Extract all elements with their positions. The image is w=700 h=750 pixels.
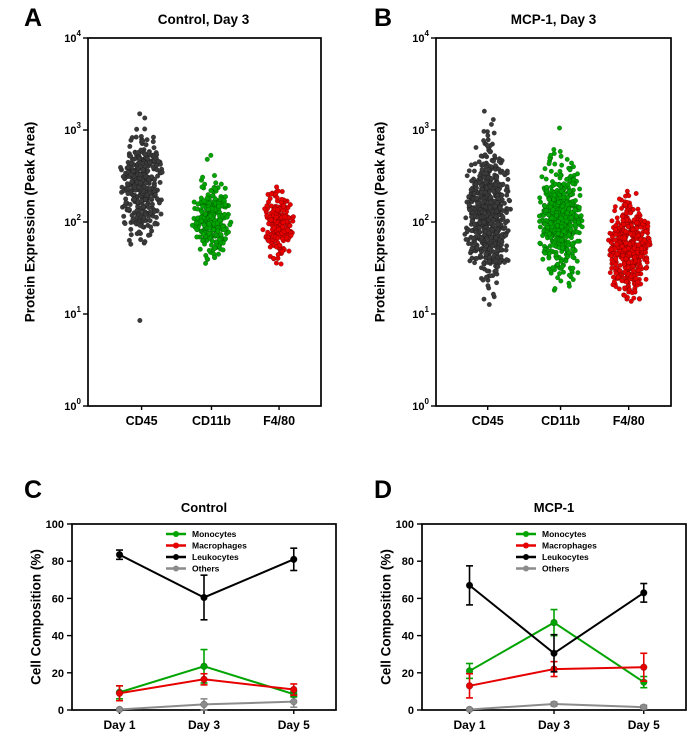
panel-c: 0 20 40 60 80 100 Day 1 Day 3 Day 5 Monocytes Macr… bbox=[0, 470, 350, 750]
panel-a-title: Control, Day 3 bbox=[157, 12, 250, 27]
svg-text:Macrophages: Macrophages bbox=[192, 541, 247, 551]
svg-text:CD11b: CD11b bbox=[541, 414, 580, 428]
svg-text:104: 104 bbox=[64, 29, 81, 45]
svg-text:103: 103 bbox=[412, 121, 429, 137]
svg-text:Leukocytes: Leukocytes bbox=[542, 552, 589, 562]
panel-d: 0 20 40 60 80 100 Day 1 Day 3 Day 5 Monocytes Macr… bbox=[350, 470, 700, 750]
panel-a-plot: 100 101 102 103 104 CD45 CD11b F4/80 bbox=[64, 29, 322, 428]
svg-text:0: 0 bbox=[408, 705, 414, 717]
svg-text:Others: Others bbox=[542, 564, 570, 574]
svg-text:Day 1: Day 1 bbox=[104, 718, 136, 732]
panel-b-letter: B bbox=[374, 4, 393, 32]
svg-text:F4/80: F4/80 bbox=[263, 414, 295, 428]
panel-b-plot: 100 101 102 103 104 CD45 CD11b F4/80 bbox=[412, 29, 672, 428]
panel-d-plot: 0 20 40 60 80 100 Day 1 Day 3 Day 5 Monocytes Macr… bbox=[396, 519, 687, 732]
svg-text:CD45: CD45 bbox=[472, 414, 504, 428]
panel-b: 100 101 102 103 104 CD45 CD11b F4/80 B MCP-1, D… bbox=[350, 0, 700, 470]
svg-text:20: 20 bbox=[52, 668, 64, 680]
panel-d-title: MCP-1 bbox=[533, 500, 575, 515]
svg-text:CD45: CD45 bbox=[126, 414, 158, 428]
panel-d-letter: D bbox=[374, 476, 393, 504]
svg-text:F4/80: F4/80 bbox=[613, 414, 645, 428]
svg-text:60: 60 bbox=[402, 593, 414, 605]
svg-text:0: 0 bbox=[58, 705, 64, 717]
svg-text:104: 104 bbox=[412, 29, 429, 45]
svg-text:Monocytes: Monocytes bbox=[542, 529, 587, 539]
svg-text:CD11b: CD11b bbox=[192, 414, 231, 428]
svg-text:102: 102 bbox=[64, 213, 81, 229]
svg-text:Day 1: Day 1 bbox=[454, 718, 486, 732]
svg-text:100: 100 bbox=[46, 519, 64, 531]
svg-text:102: 102 bbox=[412, 213, 429, 229]
panel-c-plot: 0 20 40 60 80 100 Day 1 Day 3 Day 5 Monocytes Macr… bbox=[46, 519, 337, 732]
svg-text:Day 5: Day 5 bbox=[628, 718, 660, 732]
svg-text:Day 5: Day 5 bbox=[278, 718, 310, 732]
svg-text:Leukocytes: Leukocytes bbox=[192, 552, 239, 562]
svg-text:101: 101 bbox=[412, 305, 429, 321]
svg-text:Monocytes: Monocytes bbox=[192, 529, 237, 539]
svg-text:40: 40 bbox=[52, 631, 64, 643]
panel-a-letter: A bbox=[24, 4, 43, 32]
svg-text:80: 80 bbox=[52, 556, 64, 568]
svg-text:Macrophages: Macrophages bbox=[542, 541, 597, 551]
panel-c-letter: C bbox=[24, 476, 43, 504]
panel-b-title: MCP-1, Day 3 bbox=[510, 12, 597, 27]
panel-c-title: Control bbox=[180, 500, 228, 515]
svg-text:100: 100 bbox=[412, 397, 429, 413]
svg-text:101: 101 bbox=[64, 305, 81, 321]
svg-text:60: 60 bbox=[52, 593, 64, 605]
svg-text:Day 3: Day 3 bbox=[538, 718, 570, 732]
svg-text:100: 100 bbox=[64, 397, 81, 413]
svg-text:Others: Others bbox=[192, 564, 220, 574]
svg-text:80: 80 bbox=[402, 556, 414, 568]
svg-text:Day 3: Day 3 bbox=[188, 718, 220, 732]
svg-text:103: 103 bbox=[64, 121, 81, 137]
svg-text:100: 100 bbox=[396, 519, 414, 531]
svg-text:20: 20 bbox=[402, 668, 414, 680]
panel-a: 100 101 102 103 104 CD45 CD11b F4/80 A Control,… bbox=[0, 0, 350, 470]
svg-text:40: 40 bbox=[402, 631, 414, 643]
